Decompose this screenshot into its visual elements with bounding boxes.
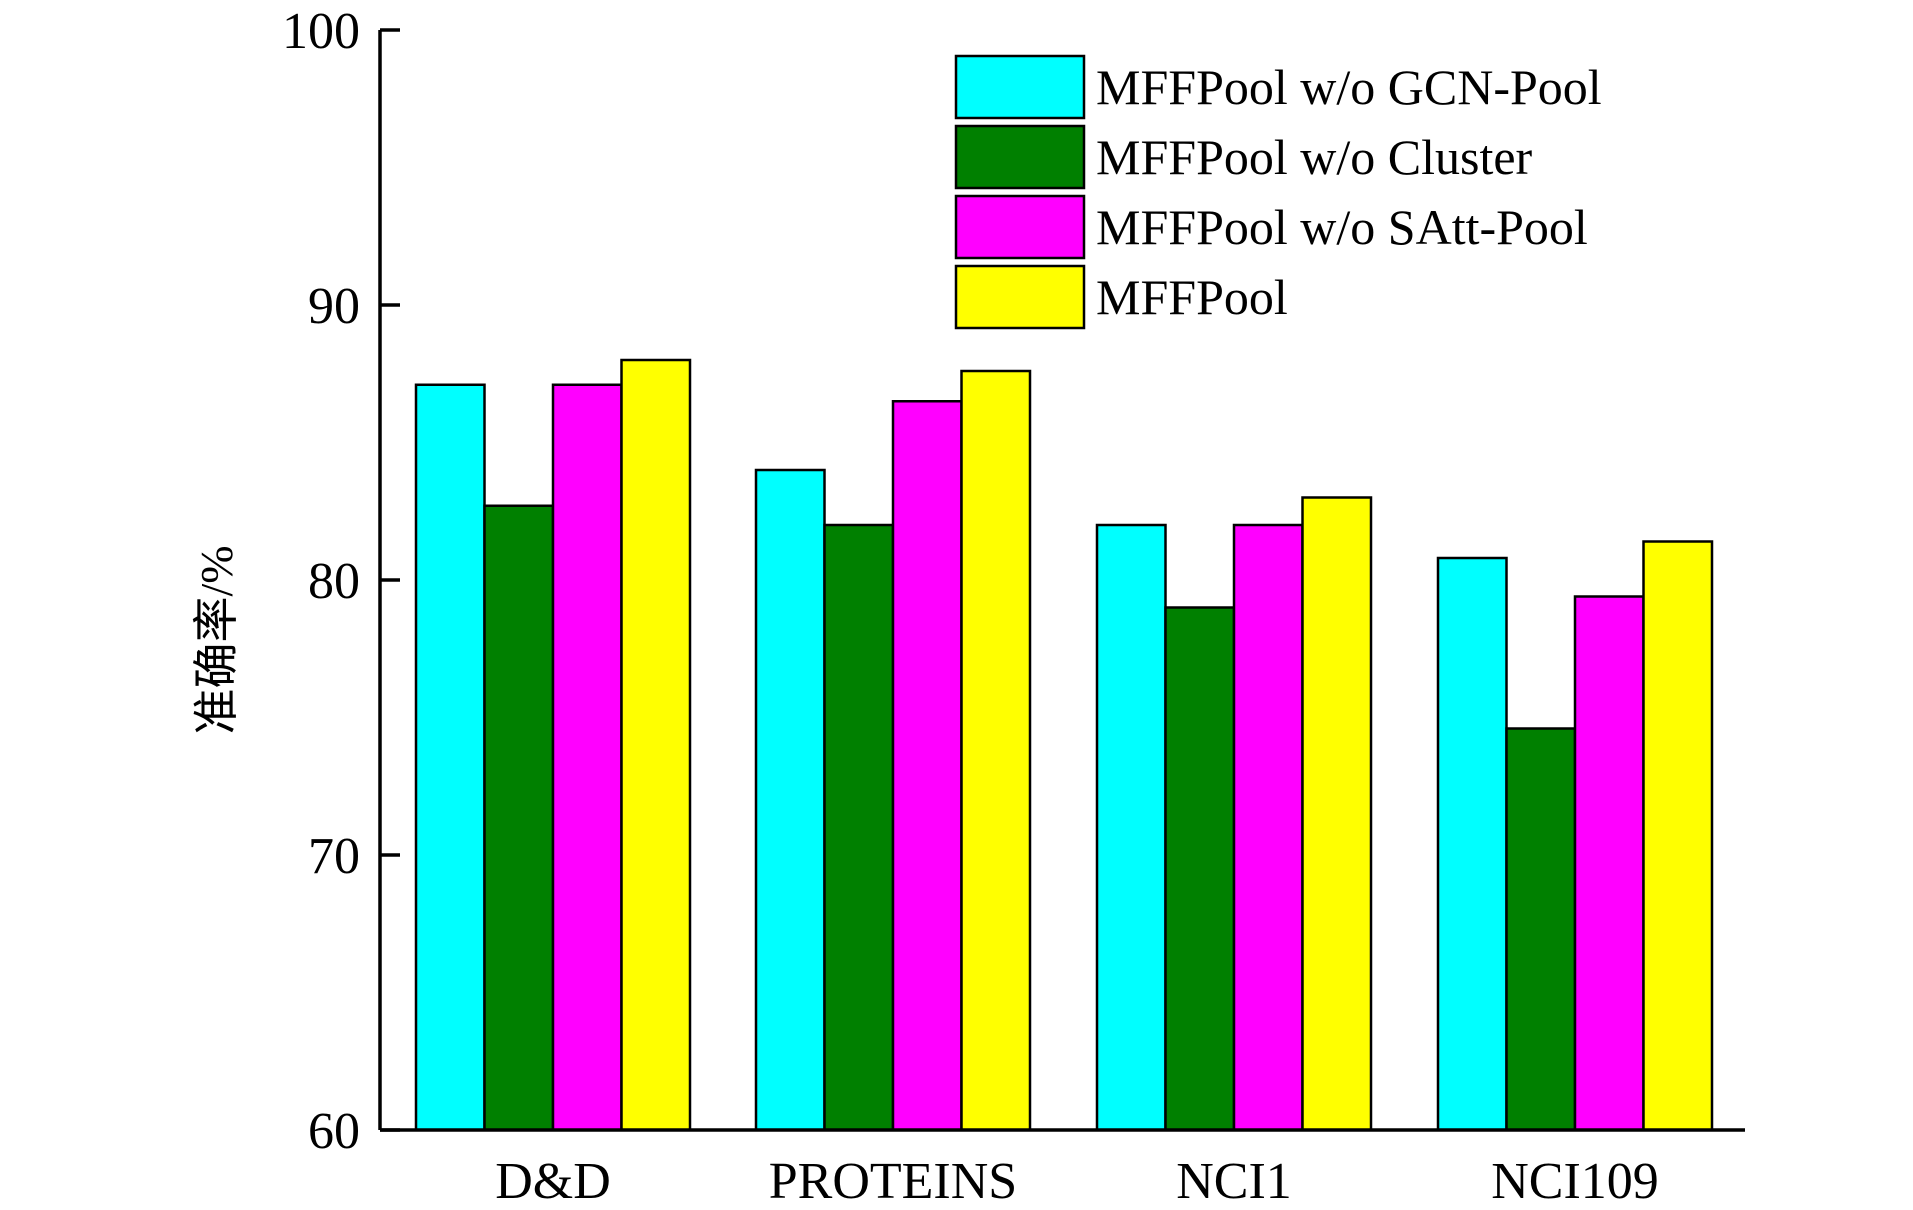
x-tick-label: NCI109 [1491,1153,1659,1205]
legend-swatch [954,264,1086,330]
y-tick-label: 100 [282,3,360,60]
bar [1164,606,1236,1132]
y-tick-label: 60 [308,1103,360,1160]
bar [483,504,555,1132]
x-tick-label: NCI1 [1176,1153,1292,1205]
bar [1573,595,1645,1132]
bar [823,523,895,1132]
legend-label: MFFPool w/o Cluster [1096,129,1533,185]
bar [754,468,826,1132]
x-tick-label: D&D [495,1153,611,1205]
legend-label: MFFPool w/o SAtt-Pool [1096,199,1588,255]
y-tick-label: 70 [308,828,360,885]
bar [1095,523,1167,1132]
legend-swatch [954,54,1086,120]
legend-label: MFFPool w/o GCN-Pool [1096,59,1602,115]
legend-label: MFFPool [1096,269,1288,325]
bar [960,369,1032,1132]
y-tick-label: 80 [308,553,360,610]
y-tick-label: 90 [308,278,360,335]
bar [1232,523,1304,1132]
bar [891,400,963,1132]
bar [1505,727,1577,1132]
bar [620,358,692,1132]
x-tick-label: PROTEINS [769,1153,1017,1205]
legend-swatch [954,124,1086,190]
bar [1642,540,1714,1132]
legend-swatch [954,194,1086,260]
bar [1301,496,1373,1132]
bar [414,383,486,1132]
bar [551,383,623,1132]
bar [1436,556,1508,1132]
y-axis-title: 准确率/% [191,545,242,734]
